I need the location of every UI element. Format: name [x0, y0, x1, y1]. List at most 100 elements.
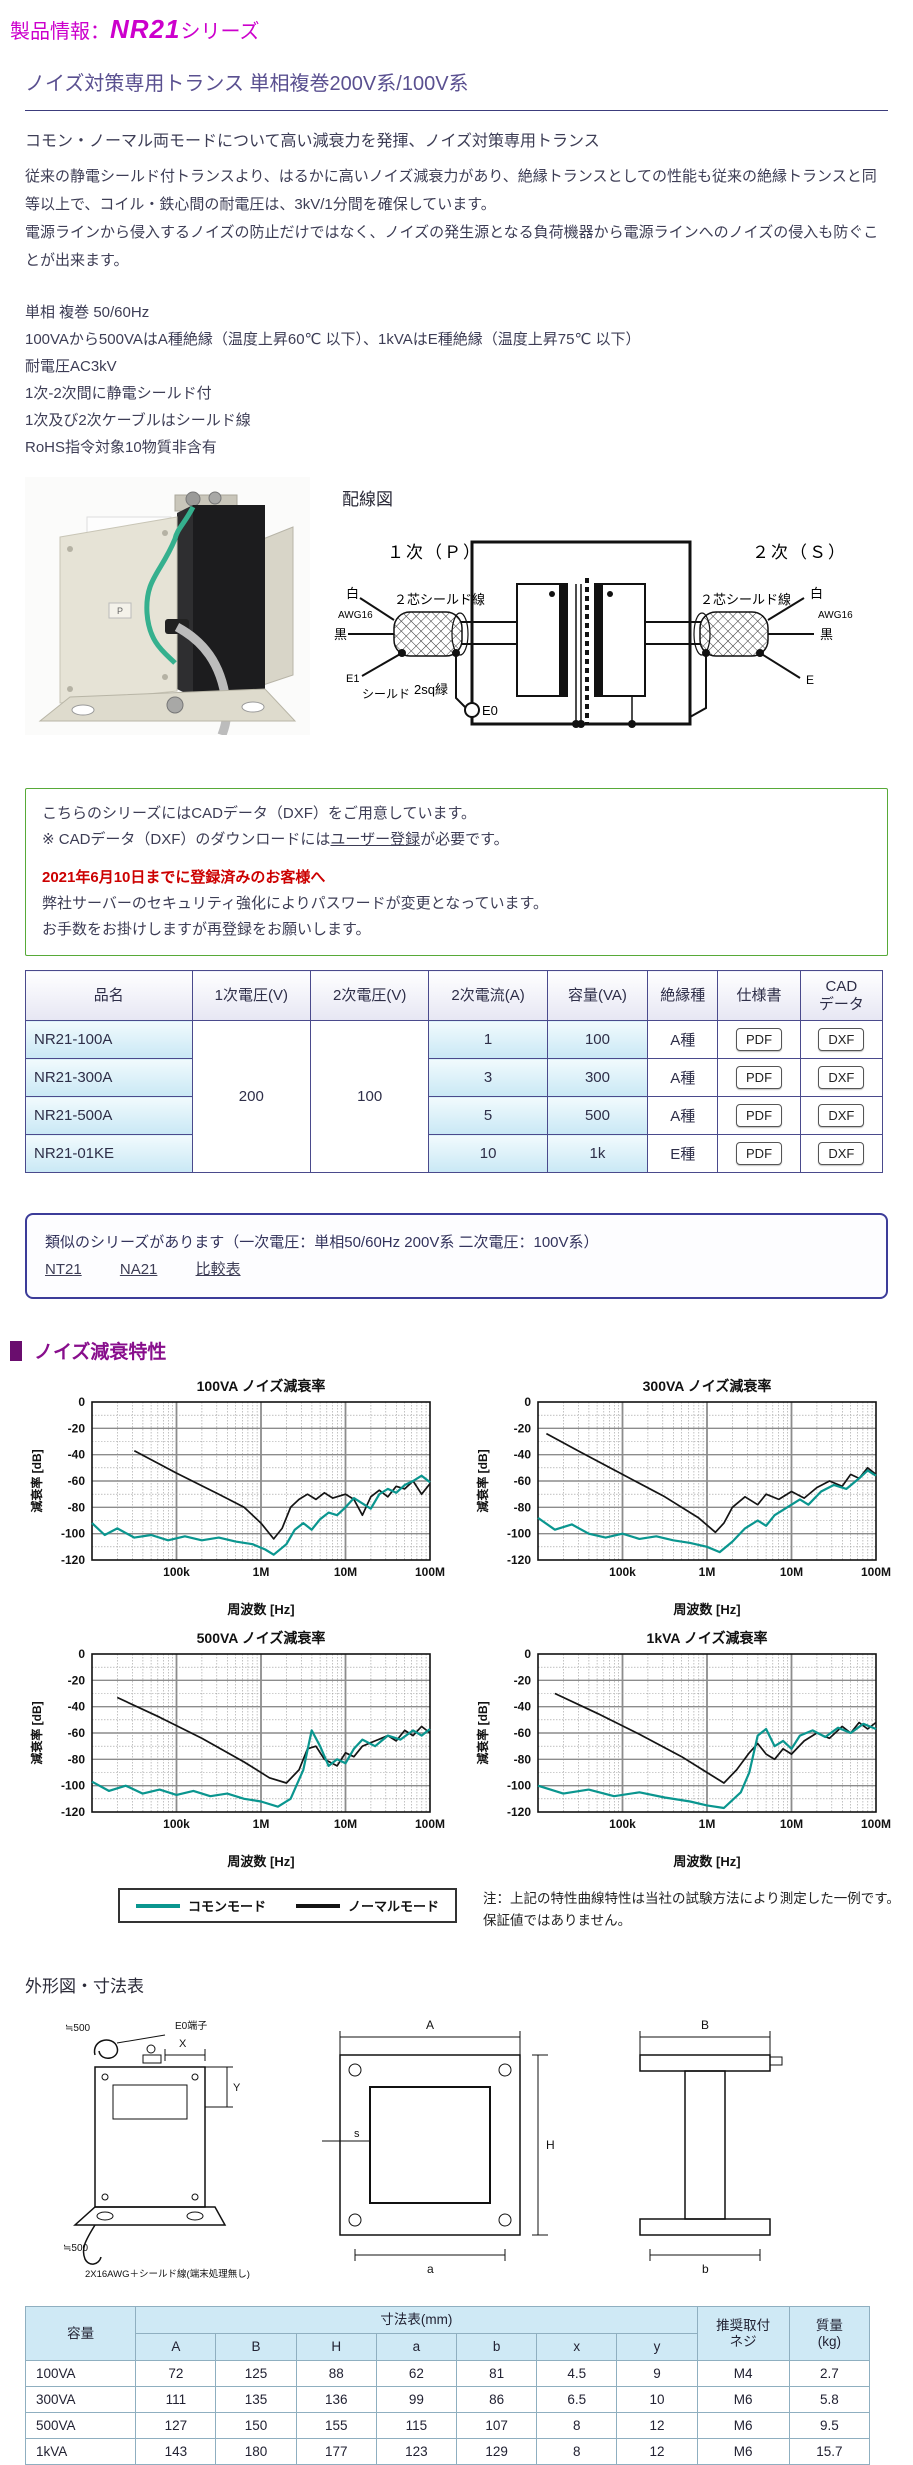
svg-text:100VA ノイズ減衰率: 100VA ノイズ減衰率: [197, 1378, 326, 1394]
figure-row: P 配線図 １次（Ｐ）: [25, 477, 888, 746]
label-awg-left: AWG16: [338, 610, 373, 621]
svg-text:-20: -20: [514, 1421, 532, 1435]
dxf-button[interactable]: DXF: [818, 1066, 865, 1089]
svg-text:300VA ノイズ減衰率: 300VA ノイズ減衰率: [643, 1378, 772, 1394]
dim-x: X: [179, 2038, 187, 2050]
dim-approx500-bottom: ≒500: [63, 2243, 89, 2254]
table-row: NR21-01KE 10 1k E種 PDF DXF: [25, 1134, 884, 1173]
dim-A: A: [426, 2018, 434, 2032]
noise-charts-grid: 0 -20 -40 -60 -80 -100 -120 100k 1M 10M 100M 100VA …: [28, 1376, 913, 1874]
svg-text:100M: 100M: [415, 1817, 445, 1831]
dim-value: 150: [215, 2412, 297, 2439]
capacity: 500VA: [24, 2412, 137, 2439]
col-screw: 推奨取付 ネジ: [696, 2306, 790, 2361]
svg-text:-120: -120: [61, 1805, 85, 1819]
dxf-button[interactable]: DXF: [818, 1142, 865, 1165]
dim-value: 8: [536, 2412, 618, 2439]
insulation-class: A種: [647, 1020, 719, 1059]
similar-link-comparison[interactable]: 比較表: [195, 1261, 241, 1278]
cad-note2: お手数をお掛けしますが再登録をお願いします。: [42, 921, 371, 938]
cad-info-box: こちらのシリーズにはCADデータ（DXF）をご用意しています。 ※ CADデータ…: [25, 788, 888, 956]
wiring-diagram: １次（Ｐ） ２次（Ｓ）: [334, 540, 853, 728]
dim-value: 143: [135, 2438, 217, 2465]
svg-text:-20: -20: [68, 1421, 86, 1435]
capacity: 300VA: [24, 2386, 137, 2413]
col-name: 品名: [25, 970, 193, 1021]
screw-size: M6: [696, 2438, 790, 2465]
dim-value: 155: [295, 2412, 377, 2439]
svg-text:100k: 100k: [609, 1817, 636, 1831]
svg-text:0: 0: [78, 1647, 85, 1661]
dim-b: b: [702, 2262, 709, 2276]
product-name: NR21-01KE: [25, 1134, 193, 1173]
similar-link-nt21[interactable]: NT21: [45, 1261, 82, 1278]
noise-chart: 0 -20 -40 -60 -80 -100 -120 100k 1M 10M 100M 1kVA ノ…: [474, 1628, 902, 1874]
col-b: b: [455, 2333, 538, 2361]
svg-text:減衰率 [dB]: 減衰率 [dB]: [29, 1701, 44, 1764]
label-two-core-left: ２芯シールド線: [394, 592, 485, 607]
product-table-header: 品名 1次電圧(V) 2次電圧(V) 2次電流(A) 容量(VA) 絶縁種 仕様…: [25, 970, 884, 1021]
svg-text:0: 0: [524, 1395, 531, 1409]
dxf-button[interactable]: DXF: [818, 1104, 865, 1127]
col-secondary-v: 2次電圧(V): [309, 970, 430, 1021]
weight: 5.8: [788, 2386, 871, 2413]
weight: 15.7: [788, 2438, 871, 2465]
dim-value: 111: [135, 2386, 217, 2413]
svg-text:100M: 100M: [861, 1817, 891, 1831]
dim-value: 136: [295, 2386, 377, 2413]
svg-text:-80: -80: [68, 1500, 86, 1514]
pdf-button[interactable]: PDF: [736, 1028, 783, 1051]
dim-B: B: [701, 2018, 709, 2032]
pdf-button[interactable]: PDF: [736, 1066, 783, 1089]
svg-text:減衰率 [dB]: 減衰率 [dB]: [29, 1449, 44, 1512]
pdf-button[interactable]: PDF: [736, 1104, 783, 1127]
secondary-current: 1: [428, 1020, 548, 1059]
col-a: a: [375, 2333, 458, 2361]
svg-text:周波数 [Hz]: 周波数 [Hz]: [673, 1854, 740, 1869]
outline-drawing-front: A s H a: [322, 2018, 555, 2276]
label-e1: E1: [346, 673, 359, 685]
similar-link-na21[interactable]: NA21: [119, 1261, 158, 1278]
product-table: 品名 1次電圧(V) 2次電圧(V) 2次電流(A) 容量(VA) 絶縁種 仕様…: [25, 970, 884, 1173]
svg-text:100k: 100k: [163, 1565, 190, 1579]
label-white-left: 白: [346, 586, 359, 601]
svg-text:0: 0: [78, 1395, 85, 1409]
svg-text:-80: -80: [514, 1752, 532, 1766]
col-weight: 質量 (kg): [788, 2306, 871, 2361]
dim-value: 12: [616, 2438, 698, 2465]
wiring-caption: 配線図: [342, 490, 393, 509]
cad-line2-post: が必要です。: [420, 831, 509, 848]
table-row: NR21-300A 3 300 A種 PDF DXF: [25, 1058, 884, 1097]
capacity: 300: [546, 1058, 649, 1097]
product-name: NR21-500A: [25, 1096, 193, 1135]
table-row: 500VA 127 150 155 115 107 8 12 M6 9.5: [24, 2412, 871, 2439]
primary-voltage: 200: [191, 1020, 311, 1173]
description-text: 従来の静電シールド付トランスより、はるかに高いノイズ減衰力があり、絶縁トランスと…: [25, 168, 879, 269]
svg-text:10M: 10M: [334, 1565, 357, 1579]
spec-item: 100VAから500VAはA種絶縁（温度上昇60℃ 以下）、1kVAはE種絶縁（…: [25, 331, 641, 348]
col-y: y: [616, 2333, 698, 2361]
user-registration-link[interactable]: ユーザー登録: [330, 831, 421, 848]
label-black-left: 黒: [334, 627, 347, 642]
secondary-current: 3: [428, 1058, 548, 1097]
col-x: x: [536, 2333, 618, 2361]
svg-text:周波数 [Hz]: 周波数 [Hz]: [227, 1602, 294, 1617]
insulation-class: E種: [647, 1134, 719, 1173]
noise-chart: 0 -20 -40 -60 -80 -100 -120 100k 1M 10M 100M 100VA …: [28, 1376, 456, 1622]
dim-value: 115: [375, 2412, 458, 2439]
wiring-figure: 配線図 １次（Ｐ） ２次（Ｓ）: [332, 477, 892, 746]
spec-list: 単相 複巻 50/60Hz 100VAから500VAはA種絶縁（温度上昇60℃ …: [25, 299, 888, 461]
dim-value: 129: [455, 2438, 538, 2465]
noise-chart: 0 -20 -40 -60 -80 -100 -120 100k 1M 10M 100M 300VA …: [474, 1376, 902, 1622]
label-black-right: 黒: [820, 627, 833, 642]
cad-note1: 弊社サーバーのセキュリティ強化によりパスワードが変更となっています。: [42, 895, 548, 912]
pdf-button[interactable]: PDF: [736, 1142, 783, 1165]
dxf-button[interactable]: DXF: [818, 1028, 865, 1051]
page-header: 製品情報：NR21シリーズ: [10, 14, 913, 45]
cad-line1: こちらのシリーズにはCADデータ（DXF）をご用意しています。: [42, 805, 476, 822]
label-e: E: [806, 673, 814, 687]
col-spec-sheet: 仕様書: [717, 970, 801, 1021]
table-row: 1kVA 143 180 177 123 129 8 12 M6 15.7: [24, 2438, 871, 2465]
dim-value: 127: [135, 2412, 217, 2439]
dim-approx500-top: ≒500: [65, 2023, 91, 2034]
